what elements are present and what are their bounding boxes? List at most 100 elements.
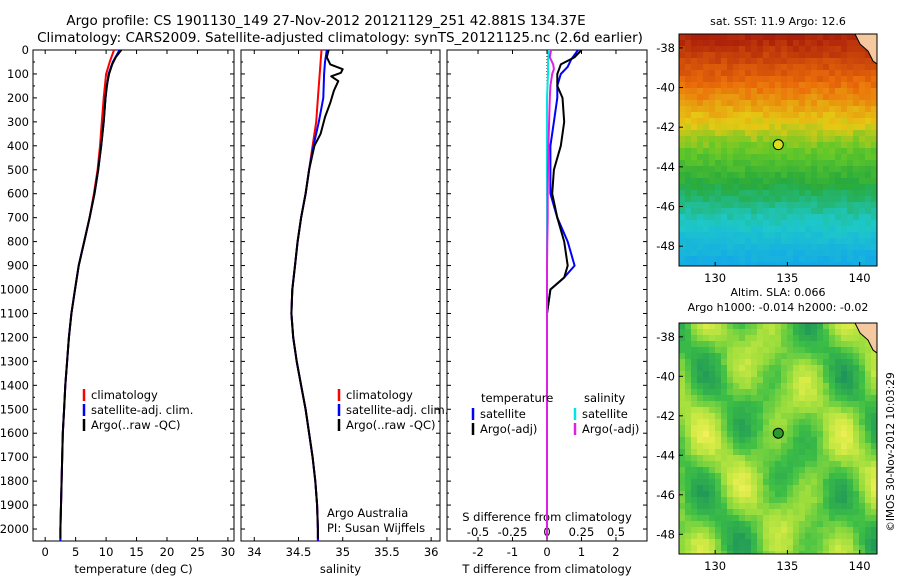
x-axis-label: T difference from climatology [461,562,632,576]
map-cell [793,551,800,555]
map-cell [865,497,872,504]
map-cell [757,214,764,221]
map-cell [769,353,776,360]
map-cell [805,160,812,167]
map-cell [811,437,818,444]
map-cell [703,136,710,143]
map-cell [799,52,806,59]
map-cell [769,335,776,342]
map-cell [715,443,722,450]
map-cell [793,323,800,330]
map-cell [799,172,806,179]
map-cell [865,232,872,239]
map-cell [763,262,770,267]
map-cell [703,431,710,438]
map-cell [823,527,830,534]
map-cell [817,118,824,125]
map-cell [739,437,746,444]
map-cell [751,130,758,137]
map-cell [679,196,686,203]
map-cell [787,226,794,233]
map-cell [769,82,776,89]
map-cell [781,214,788,221]
map-cell [721,76,728,83]
map-cell [751,196,758,203]
map-cell [763,461,770,468]
map-cell [811,130,818,137]
map-cell [829,467,836,474]
map-cell [757,256,764,263]
map-cell [733,34,740,41]
map-cell [823,413,830,420]
map-cell [865,347,872,354]
map-cell [805,347,812,354]
map-cell [757,383,764,390]
map-cell [691,136,698,143]
map-cell [823,142,830,149]
map-cell [727,407,734,414]
map-cell [805,262,812,267]
map-cell [823,515,830,522]
map-cell [697,419,704,426]
x-tick-label: 36 [424,545,439,559]
map-cell [775,172,782,179]
map-cell [697,94,704,101]
map-cell [811,64,818,71]
map-cell [871,419,878,426]
map-cell [823,497,830,504]
map-cell [805,473,812,480]
map-cell [691,184,698,191]
map-cell [817,238,824,245]
map-cell [787,178,794,185]
map-cell [835,425,842,432]
map-cell [703,425,710,432]
map-cell [757,244,764,251]
map-cell [835,437,842,444]
map-cell [817,46,824,53]
map-cell [865,130,872,137]
map-cell [769,58,776,65]
map-cell [739,70,746,77]
map-cell [745,64,752,71]
map-cell [697,208,704,215]
map-cell [835,118,842,125]
map-cell [733,509,740,516]
map-cell [703,359,710,366]
map-cell [751,497,758,504]
map-cell [859,214,866,221]
map-cell [859,437,866,444]
map-cell [781,172,788,179]
map-cell [685,172,692,179]
map-cell [859,533,866,540]
map-cell [697,545,704,552]
y-tick-label: 0 [22,43,29,57]
map-frame [678,322,878,555]
map-cell [829,70,836,77]
map-cell [781,106,788,113]
map-cell [703,383,710,390]
map-cell [847,64,854,71]
map-cell [697,401,704,408]
map-cell [847,172,854,179]
map-cell [709,461,716,468]
map-cell [775,377,782,384]
map-cell [865,220,872,227]
map-cell [715,545,722,552]
map-cell [823,359,830,366]
map-cell [691,533,698,540]
map-cell [763,413,770,420]
map-cell [829,256,836,263]
map-cell [757,515,764,522]
map-cell [685,46,692,53]
map-cell [763,419,770,426]
series-line-argo-adj- [546,50,583,539]
map-cell [709,383,716,390]
map-cell [721,539,728,546]
map-cell [745,172,752,179]
map-cell [697,503,704,510]
map-cell [763,365,770,372]
map-cell [799,479,806,486]
legend-label: Argo(..raw -QC) [346,418,436,432]
map-cell [775,112,782,119]
map-cell [727,359,734,366]
